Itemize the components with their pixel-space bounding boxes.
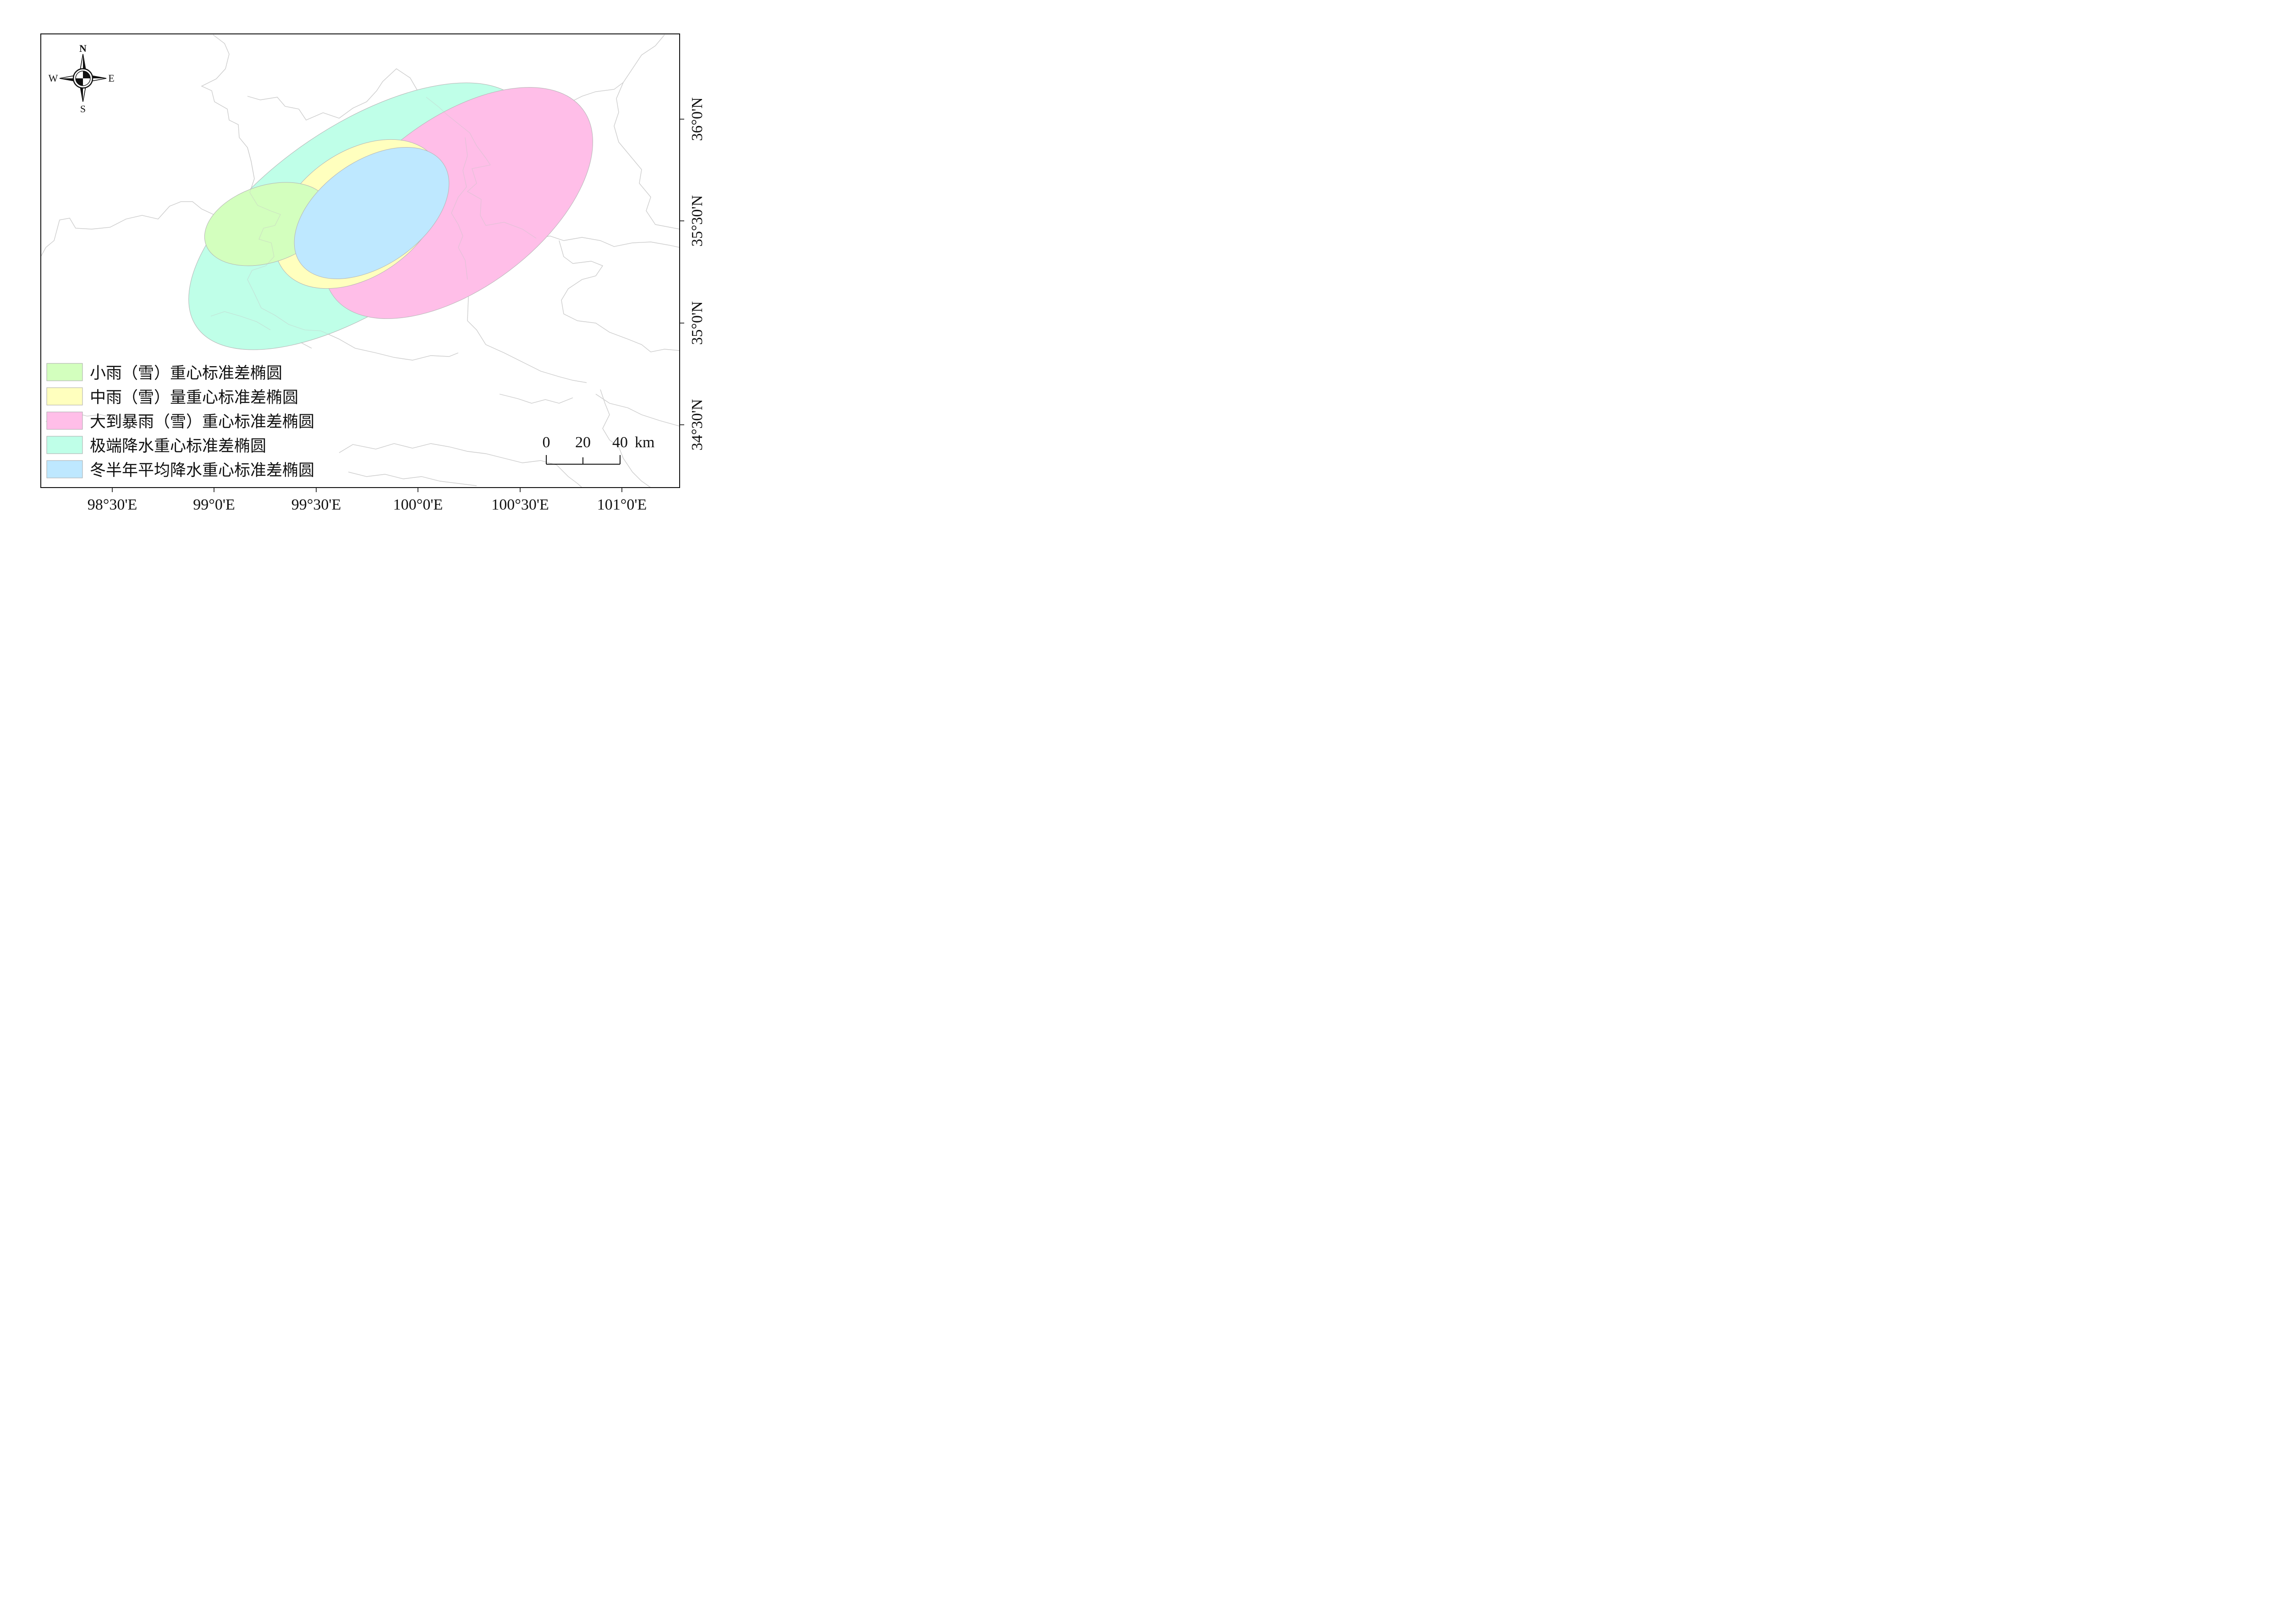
legend-label: 大到暴雨（雪）重心标准差椭圆 <box>90 413 314 431</box>
x-tick-label: 98°30'E <box>88 496 137 513</box>
legend-swatch <box>46 436 83 454</box>
x-tick-labels: 98°30'E 99°0'E 99°30'E 100°0'E 100°30'E … <box>88 496 647 513</box>
y-tick-marks <box>680 119 684 425</box>
legend-item: 冬半年平均降水重心标准差椭圆 <box>46 460 314 479</box>
compass-s-label: S <box>80 103 86 115</box>
compass-w-label: W <box>49 72 58 84</box>
legend-label: 极端降水重心标准差椭圆 <box>90 437 266 455</box>
legend-label: 小雨（雪）重心标准差椭圆 <box>90 364 282 382</box>
x-tick-label: 100°30'E <box>491 496 549 513</box>
scale-label: 40 <box>612 434 628 451</box>
legend-item: 小雨（雪）重心标准差椭圆 <box>46 363 282 382</box>
boundary-overlay <box>210 97 537 340</box>
y-tick-label: 35°30'N <box>689 195 706 247</box>
legend-item: 大到暴雨（雪）重心标准差椭圆 <box>46 411 314 431</box>
legend-swatch <box>46 411 83 430</box>
boundary-lines <box>41 34 680 488</box>
compass-n-label: N <box>79 43 87 54</box>
scale-label: 0 <box>543 434 550 451</box>
y-tick-label: 34°30'N <box>689 399 706 450</box>
legend-swatch <box>46 387 83 406</box>
map-figure: 98°30'E 99°0'E 99°30'E 100°0'E 100°30'E … <box>40 33 706 513</box>
x-tick-marks <box>112 488 622 492</box>
legend: 小雨（雪）重心标准差椭圆 中雨（雪）量重心标准差椭圆 大到暴雨（雪）重心标准差椭… <box>46 363 314 479</box>
legend-swatch <box>46 460 83 478</box>
x-tick-label: 99°30'E <box>291 496 341 513</box>
ellipse-layer <box>188 82 593 350</box>
y-tick-label: 35°0'N <box>689 301 706 345</box>
compass-rose-icon: N S W E <box>49 43 115 115</box>
y-tick-label: 36°0'N <box>689 97 706 141</box>
legend-label: 冬半年平均降水重心标准差椭圆 <box>90 461 314 479</box>
legend-item: 极端降水重心标准差椭圆 <box>46 436 266 455</box>
x-tick-label: 100°0'E <box>393 496 443 513</box>
x-tick-label: 99°0'E <box>193 496 235 513</box>
compass-e-label: E <box>108 72 114 84</box>
map-frame <box>40 33 680 488</box>
x-tick-label: 101°0'E <box>597 496 647 513</box>
y-tick-labels: 36°0'N 35°30'N 35°0'N 34°30'N <box>689 97 706 450</box>
scale-unit: km <box>635 434 654 451</box>
legend-swatch <box>46 363 83 381</box>
ellipse-winter <box>294 147 450 280</box>
legend-label: 中雨（雪）量重心标准差椭圆 <box>90 389 298 406</box>
legend-item: 中雨（雪）量重心标准差椭圆 <box>46 387 298 406</box>
scale-label: 20 <box>575 434 591 451</box>
scale-bar: 0 20 40 km <box>543 434 654 465</box>
